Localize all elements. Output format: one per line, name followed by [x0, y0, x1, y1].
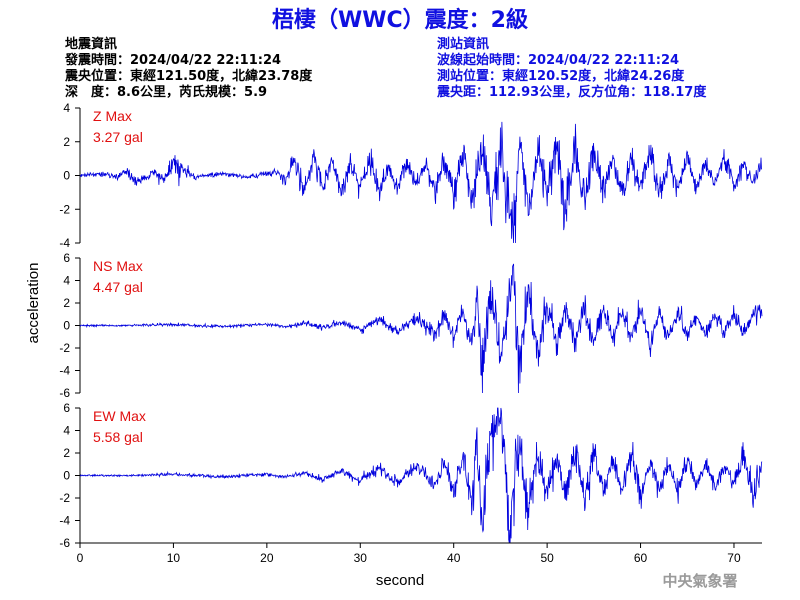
z-y-tick-label: -4 [59, 236, 70, 250]
z-max-title: Z Max [93, 108, 132, 124]
ew-y-tick-label: -4 [59, 514, 70, 528]
ns-max-title: NS Max [93, 258, 143, 274]
ew-y-tick-label: 2 [63, 446, 70, 460]
z-y-tick-label: 2 [63, 135, 70, 149]
epicentral-distance: 震央距：112.93公里，反方位角：118.17度 [436, 84, 707, 100]
x-tick-label: 50 [540, 551, 554, 565]
figure-title: 梧棲（WWC）震度：2級 [272, 7, 528, 33]
depth-magnitude: 深 度：8.6公里，芮氏規模：5.9 [65, 84, 267, 100]
station-info-heading: 測站資訊 [437, 36, 489, 52]
x-axis-title: second [376, 572, 424, 589]
y-axis-title: acceleration [25, 263, 42, 344]
x-tick-label: 70 [727, 551, 741, 565]
ns-y-tick-label: -4 [59, 364, 70, 378]
ns-y-tick-label: 0 [63, 319, 70, 333]
quake-info-heading: 地震資訊 [65, 36, 117, 52]
x-tick-label: 0 [77, 551, 84, 565]
ns-max-value: 4.47 gal [93, 279, 143, 295]
z-trace [79, 121, 763, 244]
ns-y-tick-label: 2 [63, 296, 70, 310]
ew-y-tick-label: -2 [59, 491, 70, 505]
x-tick-label: 10 [167, 551, 181, 565]
x-tick-label: 20 [260, 551, 274, 565]
watermark: 中央氣象署 [662, 572, 737, 590]
ew-y-tick-label: 6 [63, 401, 70, 415]
z-y-tick-label: 0 [63, 169, 70, 183]
ew-trace [79, 407, 763, 544]
station-location: 測站位置：東經120.52度，北緯24.26度 [437, 68, 685, 84]
wave-start-time: 波線起始時間：2024/04/22 22:11:24 [437, 52, 679, 68]
ew-y-tick-label: 0 [63, 469, 70, 483]
ns-y-tick-label: -6 [59, 386, 70, 400]
ew-max-title: EW Max [93, 408, 146, 424]
z-max-value: 3.27 gal [93, 129, 143, 145]
ew-y-tick-label: -6 [59, 536, 70, 550]
panels-group: -4 -2 0 2 4 Z Max 3.27 gal -6 -4 -2 0 2 4 6 NS Max 4.47… [59, 101, 763, 565]
z-y-tick-label: 4 [63, 101, 70, 115]
x-tick-label: 30 [354, 551, 368, 565]
ns-y-tick-label: 6 [63, 251, 70, 265]
x-tick-label: 60 [634, 551, 648, 565]
origin-time: 發震時間：2024/04/22 22:11:24 [64, 52, 281, 68]
z-y-tick-label: -2 [59, 202, 70, 216]
ns-y-tick-label: 4 [63, 274, 70, 288]
ew-max-value: 5.58 gal [93, 429, 143, 445]
ew-y-tick-label: 4 [63, 424, 70, 438]
epicenter: 震央位置：東經121.50度，北緯23.78度 [64, 68, 313, 84]
x-tick-label: 40 [447, 551, 461, 565]
ns-trace [79, 263, 763, 394]
ns-y-tick-label: -2 [59, 341, 70, 355]
